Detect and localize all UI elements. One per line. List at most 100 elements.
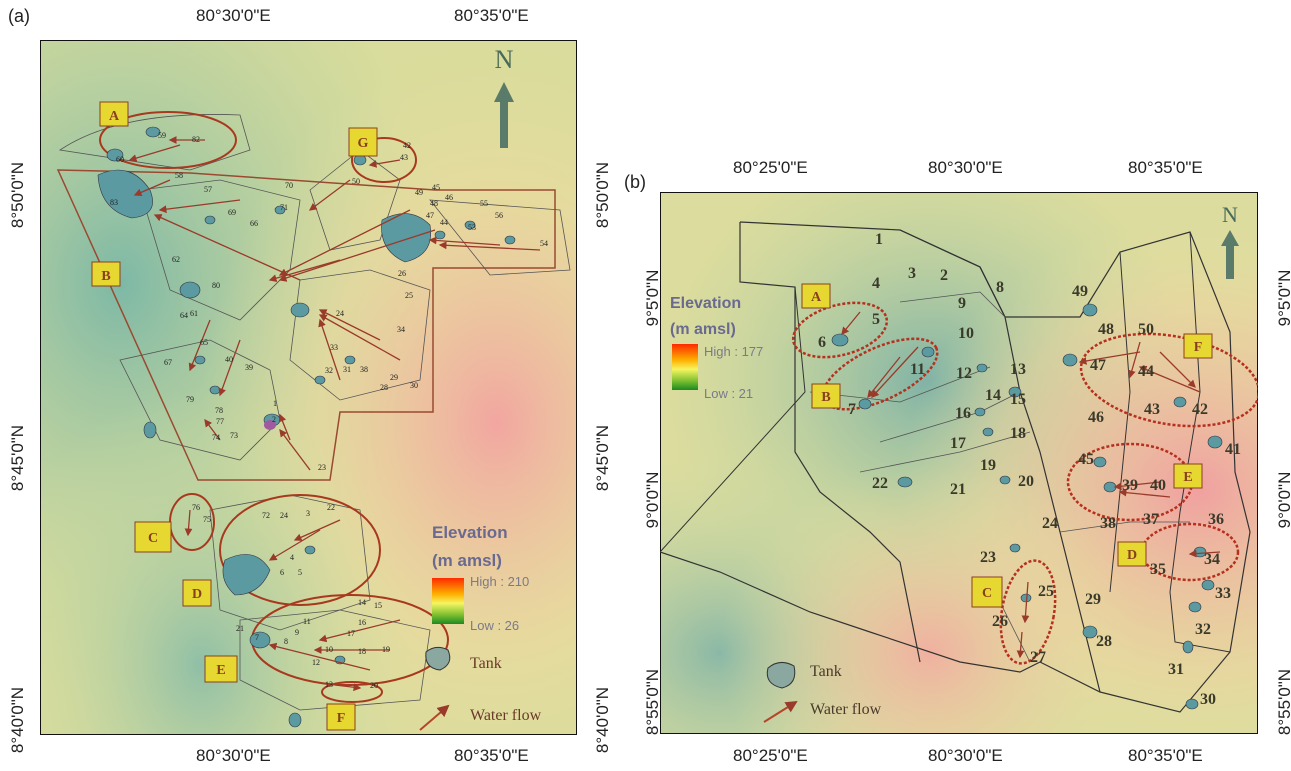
svg-text:25: 25: [405, 291, 413, 300]
svg-text:30: 30: [1200, 691, 1216, 708]
svg-text:17: 17: [347, 629, 355, 638]
panel-a-north-label: N: [495, 45, 514, 74]
svg-text:32: 32: [325, 366, 333, 375]
svg-text:18: 18: [358, 647, 366, 656]
svg-text:15: 15: [1010, 391, 1026, 408]
svg-text:23: 23: [318, 463, 326, 472]
svg-text:44: 44: [440, 218, 448, 227]
svg-text:13: 13: [325, 680, 333, 689]
panel-b-zone-b: B: [821, 390, 830, 405]
panel-b-legend-title-2: (m amsl): [670, 321, 736, 338]
svg-text:35: 35: [1150, 561, 1166, 578]
svg-text:4: 4: [872, 275, 880, 292]
panel-a-lat-right-1: 8°50'0"N: [593, 161, 612, 229]
svg-text:21: 21: [236, 624, 244, 633]
panel-a-north-arrow-icon: [494, 82, 514, 148]
svg-text:7: 7: [255, 633, 259, 642]
svg-text:44: 44: [1138, 363, 1154, 380]
panel-a-lon-bottom-2: 80°35'0"E: [454, 746, 529, 765]
panel-b-legend-water-flow: Water flow: [810, 701, 882, 718]
svg-text:17: 17: [950, 435, 966, 452]
panel-a-zone-d: D: [192, 587, 202, 602]
svg-text:72: 72: [262, 511, 270, 520]
svg-text:58: 58: [175, 171, 183, 180]
svg-text:36: 36: [1208, 511, 1224, 528]
svg-text:40: 40: [1150, 477, 1166, 494]
svg-text:59: 59: [158, 131, 166, 140]
svg-text:61: 61: [190, 309, 198, 318]
panel-b-zone-f: F: [1194, 340, 1203, 355]
panel-b-zone-d: D: [1127, 548, 1137, 563]
svg-text:25: 25: [1038, 583, 1054, 600]
panel-b-elevation-ramp: [672, 344, 698, 390]
svg-text:6: 6: [818, 334, 826, 351]
svg-text:1: 1: [273, 399, 277, 408]
svg-text:2: 2: [272, 415, 276, 424]
svg-text:62: 62: [172, 255, 180, 264]
svg-text:43: 43: [1144, 401, 1160, 418]
panel-a-elevation-ramp: [432, 578, 464, 624]
svg-text:71: 71: [280, 203, 288, 212]
svg-text:21: 21: [950, 481, 966, 498]
svg-text:29: 29: [390, 373, 398, 382]
svg-text:16: 16: [358, 618, 366, 627]
svg-text:26: 26: [398, 269, 406, 278]
svg-text:12: 12: [312, 658, 320, 667]
svg-text:64: 64: [180, 311, 188, 320]
panel-a-zone-e: E: [216, 663, 225, 678]
svg-text:67: 67: [164, 358, 172, 367]
svg-text:26: 26: [992, 613, 1008, 630]
svg-text:4: 4: [290, 553, 294, 562]
svg-text:8: 8: [996, 279, 1004, 296]
panel-a-zone-a: A: [109, 109, 120, 124]
svg-text:56: 56: [495, 211, 503, 220]
svg-text:73: 73: [230, 431, 238, 440]
svg-text:16: 16: [955, 405, 971, 422]
svg-text:37: 37: [1143, 511, 1159, 528]
svg-text:57: 57: [204, 185, 212, 194]
svg-text:46: 46: [1088, 409, 1104, 426]
svg-text:7: 7: [848, 401, 856, 418]
svg-text:15: 15: [374, 601, 382, 610]
panel-b-legend-high: High : 177: [704, 344, 763, 359]
panel-a-lon-bottom-1: 80°30'0"E: [196, 746, 271, 765]
panel-b-zone-c: C: [982, 586, 992, 601]
svg-text:38: 38: [1100, 515, 1116, 532]
svg-text:70: 70: [285, 181, 293, 190]
panel-b-legend-title-1: Elevation: [670, 295, 741, 312]
svg-text:39: 39: [245, 363, 253, 372]
panel-a-lat-left-2: 8°45'0"N: [8, 424, 27, 492]
svg-text:11: 11: [303, 617, 311, 626]
svg-text:14: 14: [985, 387, 1001, 404]
svg-text:29: 29: [1085, 591, 1101, 608]
panel-b-lat-right-1: 9°5'0"N: [1275, 269, 1291, 327]
svg-text:45: 45: [1078, 451, 1094, 468]
svg-text:76: 76: [192, 503, 200, 512]
panel-b-lon-bottom-3: 80°35'0"E: [1128, 746, 1203, 765]
svg-text:33: 33: [330, 343, 338, 352]
svg-text:74: 74: [212, 433, 220, 442]
panel-a-lat-left-1: 8°50'0"N: [8, 161, 27, 229]
svg-text:49: 49: [1072, 283, 1088, 300]
svg-text:13: 13: [1010, 361, 1026, 378]
panel-a-zone-f: F: [337, 711, 346, 726]
svg-text:18: 18: [1010, 425, 1026, 442]
panel-a-label: (a): [8, 6, 30, 26]
svg-text:42: 42: [403, 141, 411, 150]
svg-text:50: 50: [352, 177, 360, 186]
svg-text:27: 27: [1030, 649, 1046, 666]
svg-text:54: 54: [540, 239, 548, 248]
panel-a-zone-b: B: [101, 269, 110, 284]
panel-a-zone-g: G: [358, 136, 369, 151]
svg-text:22: 22: [327, 503, 335, 512]
svg-text:19: 19: [382, 645, 390, 654]
svg-text:28: 28: [380, 383, 388, 392]
svg-text:10: 10: [325, 645, 333, 654]
svg-text:79: 79: [186, 395, 194, 404]
svg-text:9: 9: [958, 295, 966, 312]
panel-b-lon-top-3: 80°35'0"E: [1128, 158, 1203, 177]
svg-text:41: 41: [1225, 441, 1241, 458]
svg-text:69: 69: [228, 208, 236, 217]
